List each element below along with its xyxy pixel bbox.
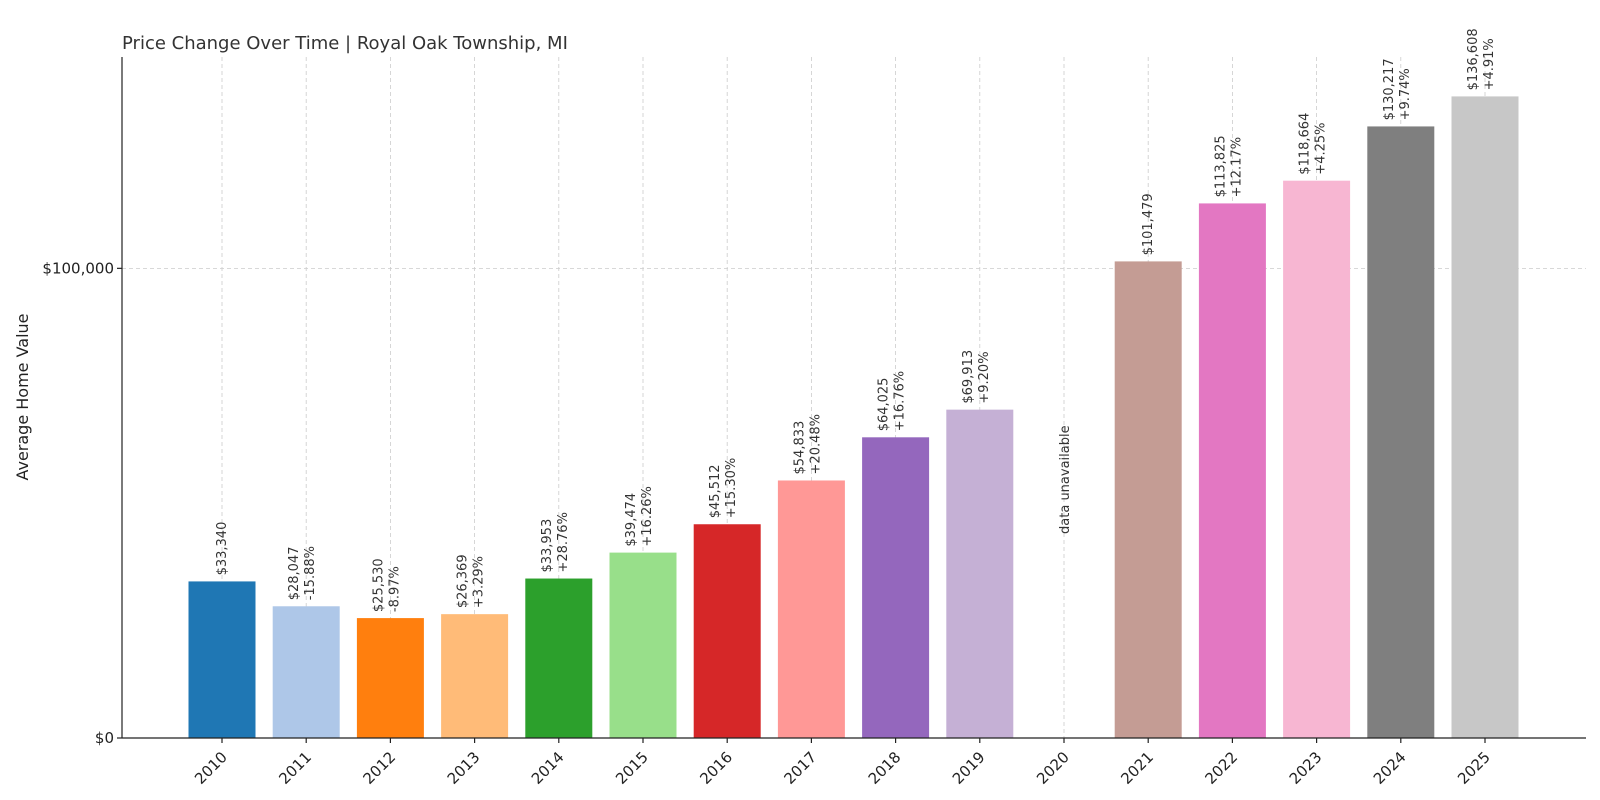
x-tick-label: 2011 (275, 748, 315, 788)
x-tick-label: 2017 (780, 748, 820, 788)
value-label: $54,833 (792, 421, 807, 475)
change-label: -8.97% (387, 566, 402, 612)
value-label: $45,512 (708, 464, 723, 518)
value-label: $25,530 (371, 558, 386, 612)
x-tick-label: 2022 (1201, 748, 1241, 788)
x-tick-label: 2010 (191, 748, 231, 788)
missing-data-label: data unavailable (1058, 425, 1073, 534)
bar-2015 (609, 552, 677, 738)
x-tick-label: 2025 (1454, 748, 1494, 788)
x-tick-label: 2020 (1033, 748, 1073, 788)
x-tick-label: 2013 (444, 748, 484, 788)
chart-title: Price Change Over Time | Royal Oak Towns… (122, 33, 568, 54)
bar-2014 (525, 578, 593, 738)
change-label: +20.48% (808, 414, 823, 474)
change-label: -15.88% (303, 546, 318, 600)
value-label: $113,825 (1213, 135, 1228, 197)
x-tick-label: 2019 (949, 748, 989, 788)
value-label: $33,953 (540, 519, 555, 573)
value-label: $39,474 (624, 493, 639, 547)
x-tick-label: 2014 (528, 748, 568, 788)
tick-labels: $0 $100,000 2010 2011 2012 2013 2014 2015 2016 20… (42, 259, 1493, 787)
bar-2010 (188, 581, 256, 738)
change-label: +4.91% (1482, 38, 1497, 90)
value-label: $118,664 (1298, 113, 1313, 175)
axes (121, 57, 1586, 739)
bar-2024 (1367, 126, 1435, 738)
x-tick-label: 2018 (865, 748, 905, 788)
bar-labels: $33,340 $28,047 -15.88% $25,530 -8.97% $26,36… (215, 28, 1497, 612)
value-label: $130,217 (1382, 58, 1397, 120)
y-tick-label: $0 (95, 729, 114, 747)
bars (188, 96, 1519, 739)
value-label: $33,340 (215, 522, 230, 576)
change-label: +16.26% (640, 486, 655, 546)
change-label: +9.74% (1398, 68, 1413, 120)
bar-2025 (1451, 96, 1519, 739)
x-tick-label: 2012 (359, 748, 399, 788)
change-label: +15.30% (724, 458, 739, 518)
x-tick-label: 2015 (612, 748, 652, 788)
bar-2011 (272, 606, 340, 738)
grid-lines (122, 57, 1586, 738)
value-label: $101,479 (1141, 193, 1156, 255)
y-axis-label: Average Home Value (13, 313, 32, 480)
bar-2013 (441, 614, 509, 738)
bar-2012 (356, 618, 424, 738)
bar-2021 (1114, 261, 1182, 738)
bar-2017 (777, 480, 845, 738)
x-tick-label: 2023 (1286, 748, 1326, 788)
bar-2016 (693, 524, 761, 738)
change-label: +9.20% (977, 351, 992, 403)
change-label: +16.76% (893, 371, 908, 431)
value-label: $69,913 (961, 350, 976, 404)
x-tick-label: 2016 (696, 748, 736, 788)
change-label: +12.17% (1229, 137, 1244, 197)
x-tick-label: 2024 (1370, 748, 1410, 788)
value-label: $28,047 (287, 547, 302, 601)
y-tick-label: $100,000 (42, 259, 114, 277)
value-label: $64,025 (877, 378, 892, 432)
value-label: $136,608 (1466, 28, 1481, 90)
value-label: $26,369 (456, 554, 471, 608)
change-label: +4.25% (1314, 122, 1329, 174)
bar-2018 (862, 437, 930, 738)
bar-2023 (1283, 180, 1351, 739)
x-tick-label: 2021 (1117, 748, 1157, 788)
change-label: +3.29% (472, 556, 487, 608)
change-label: +28.76% (556, 512, 571, 572)
bar-2022 (1198, 203, 1266, 739)
bar-2019 (946, 409, 1014, 738)
